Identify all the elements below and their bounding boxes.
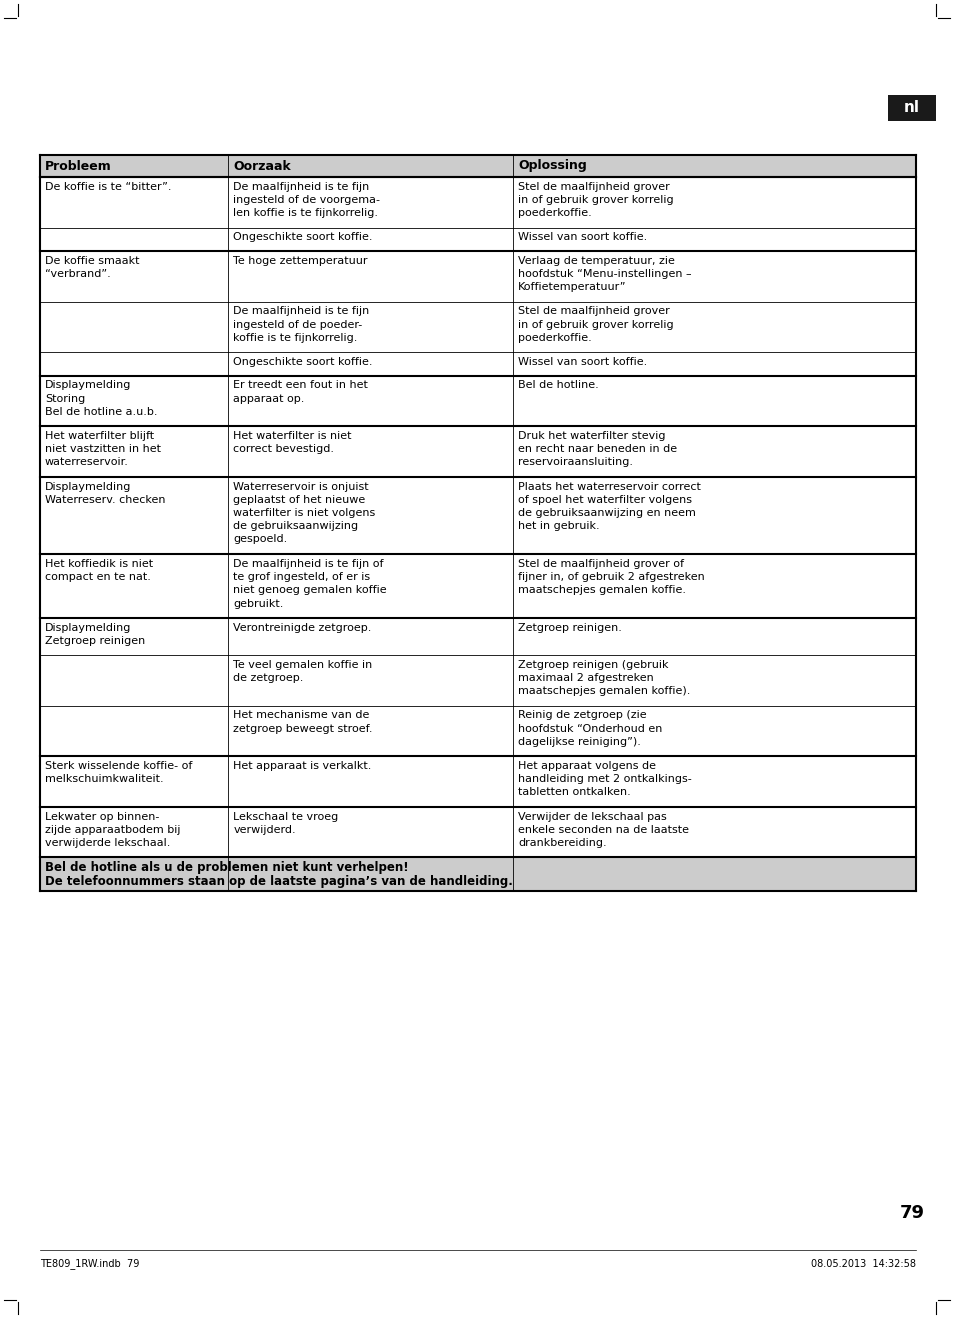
- Text: Druk het waterfilter stevig
en recht naar beneden in de
reservoiraansluiting.: Druk het waterfilter stevig en recht naa…: [517, 431, 677, 468]
- Text: Verlaag de temperatuur, zie
hoofdstuk “Menu-instellingen –
Koffietemperatuur”: Verlaag de temperatuur, zie hoofdstuk “M…: [517, 256, 691, 293]
- Text: Het waterfilter blijft
niet vastzitten in het
waterreservoir.: Het waterfilter blijft niet vastzitten i…: [45, 431, 161, 468]
- Text: Stel de maalfijnheid grover
in of gebruik grover korrelig
poederkoffie.: Stel de maalfijnheid grover in of gebrui…: [517, 307, 673, 343]
- Text: Het apparaat is verkalkt.: Het apparaat is verkalkt.: [233, 760, 372, 771]
- Text: 79: 79: [899, 1205, 923, 1222]
- Bar: [40, 156, 915, 177]
- Text: Displaymelding
Storing
Bel de hotline a.u.b.: Displaymelding Storing Bel de hotline a.…: [45, 381, 157, 416]
- Text: Reinig de zetgroep (zie
hoofdstuk “Onderhoud en
dagelijkse reiniging”).: Reinig de zetgroep (zie hoofdstuk “Onder…: [517, 710, 661, 747]
- Text: Het mechanisme van de
zetgroep beweegt stroef.: Het mechanisme van de zetgroep beweegt s…: [233, 710, 373, 734]
- Text: Het waterfilter is niet
correct bevestigd.: Het waterfilter is niet correct bevestig…: [233, 431, 352, 455]
- Bar: [40, 857, 915, 891]
- Text: Plaats het waterreservoir correct
of spoel het waterfilter volgens
de gebruiksaa: Plaats het waterreservoir correct of spo…: [517, 481, 700, 531]
- Text: De maalfijnheid is te fijn of
te grof ingesteld, of er is
niet genoeg gemalen ko: De maalfijnheid is te fijn of te grof in…: [233, 559, 387, 609]
- Text: De koffie is te “bitter”.: De koffie is te “bitter”.: [45, 182, 172, 192]
- Text: Sterk wisselende koffie- of
melkschuimkwaliteit.: Sterk wisselende koffie- of melkschuimkw…: [45, 760, 193, 784]
- Text: Probleem: Probleem: [45, 159, 112, 173]
- Text: Displaymelding
Waterreserv. checken: Displaymelding Waterreserv. checken: [45, 481, 165, 505]
- Text: Het apparaat volgens de
handleiding met 2 ontkalkings-
tabletten ontkalken.: Het apparaat volgens de handleiding met …: [517, 760, 691, 797]
- Text: 08.05.2013  14:32:58: 08.05.2013 14:32:58: [810, 1259, 915, 1269]
- Text: Waterreservoir is onjuist
geplaatst of het nieuwe
waterfilter is niet volgens
de: Waterreservoir is onjuist geplaatst of h…: [233, 481, 375, 544]
- Text: De koffie smaakt
“verbrand”.: De koffie smaakt “verbrand”.: [45, 256, 139, 279]
- Text: Er treedt een fout in het
apparaat op.: Er treedt een fout in het apparaat op.: [233, 381, 368, 403]
- Text: Oplossing: Oplossing: [517, 159, 586, 173]
- Text: Ongeschikte soort koffie.: Ongeschikte soort koffie.: [233, 232, 373, 243]
- Text: Ongeschikte soort koffie.: Ongeschikte soort koffie.: [233, 357, 373, 366]
- Bar: [887, 95, 935, 121]
- Text: Te veel gemalen koffie in
de zetgroep.: Te veel gemalen koffie in de zetgroep.: [233, 660, 373, 683]
- Text: Wissel van soort koffie.: Wissel van soort koffie.: [517, 357, 647, 366]
- Text: Bel de hotline als u de problemen niet kunt verhelpen!: Bel de hotline als u de problemen niet k…: [45, 861, 408, 874]
- Text: nl: nl: [903, 100, 919, 116]
- Text: De maalfijnheid is te fijn
ingesteld of de poeder-
koffie is te fijnkorrelig.: De maalfijnheid is te fijn ingesteld of …: [233, 307, 369, 343]
- Text: Lekschaal te vroeg
verwijderd.: Lekschaal te vroeg verwijderd.: [233, 812, 338, 834]
- Text: Bel de hotline.: Bel de hotline.: [517, 381, 598, 390]
- Text: Zetgroep reinigen.: Zetgroep reinigen.: [517, 623, 621, 633]
- Text: Stel de maalfijnheid grover
in of gebruik grover korrelig
poederkoffie.: Stel de maalfijnheid grover in of gebrui…: [517, 182, 673, 219]
- Text: Displaymelding
Zetgroep reinigen: Displaymelding Zetgroep reinigen: [45, 623, 145, 646]
- Text: Wissel van soort koffie.: Wissel van soort koffie.: [517, 232, 647, 243]
- Text: Oorzaak: Oorzaak: [233, 159, 291, 173]
- Text: TE809_1RW.indb  79: TE809_1RW.indb 79: [40, 1259, 139, 1269]
- Text: Het koffiedik is niet
compact en te nat.: Het koffiedik is niet compact en te nat.: [45, 559, 153, 583]
- Text: Verwijder de lekschaal pas
enkele seconden na de laatste
drankbereiding.: Verwijder de lekschaal pas enkele second…: [517, 812, 688, 847]
- Text: Te hoge zettemperatuur: Te hoge zettemperatuur: [233, 256, 368, 266]
- Text: De telefoonnummers staan op de laatste pagina’s van de handleiding.: De telefoonnummers staan op de laatste p…: [45, 875, 513, 887]
- Text: Zetgroep reinigen (gebruik
maximaal 2 afgestreken
maatschepjes gemalen koffie).: Zetgroep reinigen (gebruik maximaal 2 af…: [517, 660, 690, 696]
- Text: Lekwater op binnen-
zijde apparaatbodem bij
verwijderde lekschaal.: Lekwater op binnen- zijde apparaatbodem …: [45, 812, 180, 847]
- Text: Verontreinigde zetgroep.: Verontreinigde zetgroep.: [233, 623, 372, 633]
- Text: De maalfijnheid is te fijn
ingesteld of de voorgema-
len koffie is te fijnkorrel: De maalfijnheid is te fijn ingesteld of …: [233, 182, 380, 219]
- Text: Stel de maalfijnheid grover of
fijner in, of gebruik 2 afgestreken
maatschepjes : Stel de maalfijnheid grover of fijner in…: [517, 559, 704, 596]
